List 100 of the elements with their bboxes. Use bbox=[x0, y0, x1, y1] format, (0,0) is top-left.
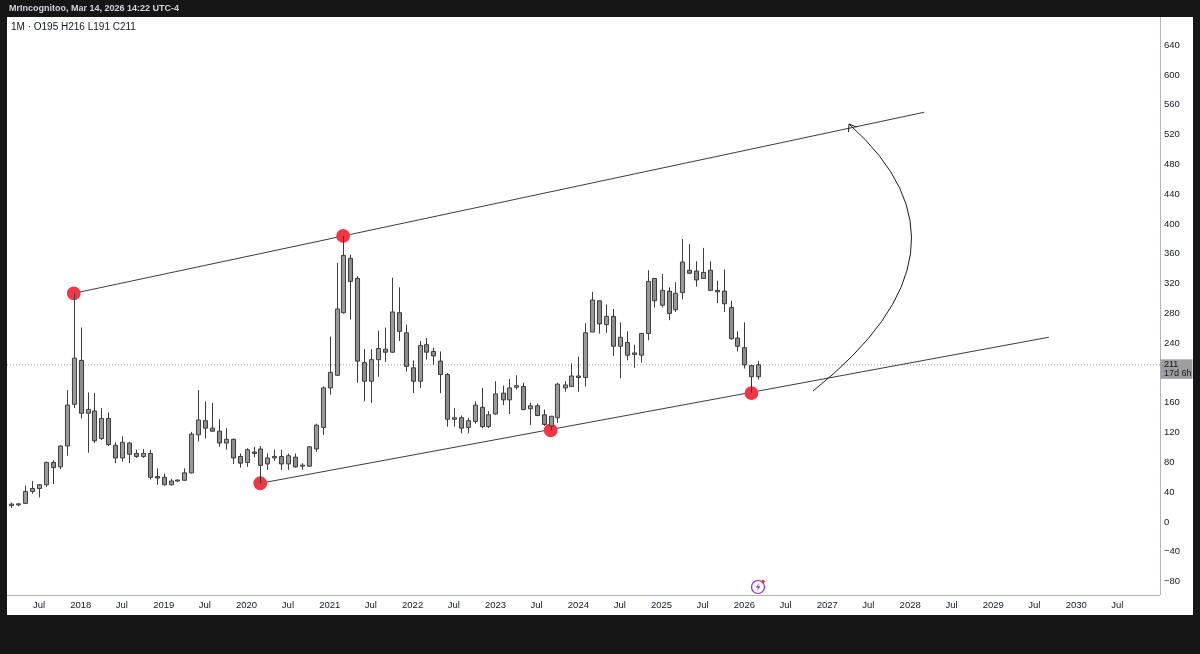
candlestick bbox=[133, 449, 140, 459]
point bbox=[66, 286, 81, 301]
x-tick-label: 2029 bbox=[982, 598, 1004, 610]
candlestick bbox=[403, 324, 410, 373]
candlestick bbox=[679, 238, 686, 300]
candlestick bbox=[534, 403, 541, 417]
candlestick bbox=[320, 385, 327, 436]
y-tick-label: 120 bbox=[1164, 426, 1180, 438]
candlestick bbox=[64, 389, 71, 457]
x-tick-label: 2030 bbox=[1065, 598, 1087, 610]
candlestick bbox=[707, 260, 714, 292]
candlestick bbox=[610, 308, 617, 357]
x-tick-label: Jul bbox=[1111, 598, 1124, 610]
candlestick bbox=[430, 347, 437, 366]
y-tick-label: 80 bbox=[1164, 455, 1175, 467]
candlestick bbox=[161, 473, 168, 487]
y-tick-label: 160 bbox=[1164, 396, 1180, 408]
candlestick bbox=[313, 423, 320, 453]
y-tick-label: 40 bbox=[1164, 485, 1175, 497]
x-tick-label: Jul bbox=[779, 598, 792, 610]
x-tick-label: Jul bbox=[281, 598, 294, 610]
candlestick bbox=[458, 414, 465, 434]
candlestick bbox=[624, 330, 631, 361]
candlestick bbox=[264, 452, 271, 471]
x-tick-label: Jul bbox=[1028, 598, 1041, 610]
x-tick-label: 2018 bbox=[70, 598, 92, 610]
y-tick-label: 0 bbox=[1164, 515, 1170, 527]
candlestick bbox=[181, 467, 188, 482]
candlestick bbox=[57, 444, 64, 470]
x-tick-label: 2028 bbox=[899, 598, 921, 610]
y-tick-label: 240 bbox=[1164, 336, 1180, 348]
x-tick-label: 2027 bbox=[816, 598, 838, 610]
x-tick-label: Jul bbox=[696, 598, 709, 610]
candlestick bbox=[451, 407, 458, 428]
candlestick bbox=[492, 380, 499, 416]
x-tick-label: 2020 bbox=[236, 598, 258, 610]
y-tick-label: 360 bbox=[1164, 247, 1180, 259]
x-tick-label: Jul bbox=[364, 598, 377, 610]
y-tick-label: −40 bbox=[1164, 545, 1181, 557]
candlestick bbox=[520, 382, 527, 411]
candlestick bbox=[714, 280, 721, 304]
candlestick bbox=[43, 461, 50, 488]
candlestick bbox=[237, 452, 244, 469]
candlestick bbox=[147, 449, 154, 481]
x-tick-label: Jul bbox=[530, 598, 543, 610]
candlestick bbox=[306, 445, 313, 468]
candlestick bbox=[382, 327, 389, 363]
candlestick bbox=[98, 407, 105, 441]
chart-title: 1M · O195 H216 L191 C211 bbox=[11, 20, 137, 32]
candlestick bbox=[216, 418, 223, 448]
x-tick-label: 2023 bbox=[484, 598, 507, 610]
candlestick bbox=[513, 374, 520, 390]
y-tick-label: 440 bbox=[1164, 187, 1180, 199]
candlestick bbox=[748, 364, 755, 394]
candlestick bbox=[188, 431, 195, 475]
x-tick-label: Jul bbox=[945, 598, 958, 610]
candlestick bbox=[36, 483, 43, 498]
candlestick bbox=[126, 441, 133, 464]
x-tick-label: Jul bbox=[613, 598, 626, 610]
candlestick bbox=[105, 412, 112, 447]
ref-line-label: 211 17d 6h bbox=[1164, 359, 1192, 379]
candlestick bbox=[29, 480, 36, 495]
y-tick-label: 560 bbox=[1164, 98, 1180, 110]
candlestick bbox=[195, 389, 202, 443]
x-tick-label: 2026 bbox=[733, 598, 755, 610]
candlestick bbox=[8, 502, 15, 509]
candlestick bbox=[299, 462, 306, 471]
candlestick bbox=[271, 449, 278, 462]
candlestick bbox=[638, 332, 645, 364]
candlestick bbox=[465, 417, 472, 434]
y-tick-label: 640 bbox=[1164, 38, 1180, 50]
candlestick bbox=[244, 447, 251, 468]
candlestick bbox=[119, 435, 126, 463]
candlestick bbox=[15, 502, 22, 507]
x-tick-label: Jul bbox=[447, 598, 460, 610]
candlestick bbox=[361, 348, 368, 402]
candlestick bbox=[631, 344, 638, 369]
x-tick-label: Jul bbox=[32, 598, 46, 610]
y-tick-label: 320 bbox=[1164, 277, 1180, 289]
x-tick-label: Jul bbox=[115, 598, 128, 610]
candlestick bbox=[285, 452, 292, 471]
candlestick bbox=[354, 275, 361, 384]
x-tick-label: 2025 bbox=[650, 598, 673, 610]
candlestick bbox=[527, 402, 534, 426]
candlestick bbox=[596, 300, 603, 335]
candlestick bbox=[396, 286, 403, 342]
candlestick bbox=[575, 356, 582, 393]
candlestick bbox=[22, 485, 29, 505]
y-tick-label: 280 bbox=[1164, 306, 1180, 318]
candlestick bbox=[292, 452, 299, 469]
candlestick bbox=[230, 438, 237, 465]
point bbox=[253, 476, 268, 491]
x-tick-label: 2022 bbox=[402, 598, 424, 610]
candlestick bbox=[78, 327, 85, 419]
candlestick bbox=[202, 400, 209, 440]
candlestick bbox=[278, 449, 285, 471]
candlestick bbox=[686, 243, 693, 275]
candlestick bbox=[589, 291, 596, 333]
x-tick-label: 2021 bbox=[319, 598, 341, 610]
point bbox=[744, 386, 759, 401]
